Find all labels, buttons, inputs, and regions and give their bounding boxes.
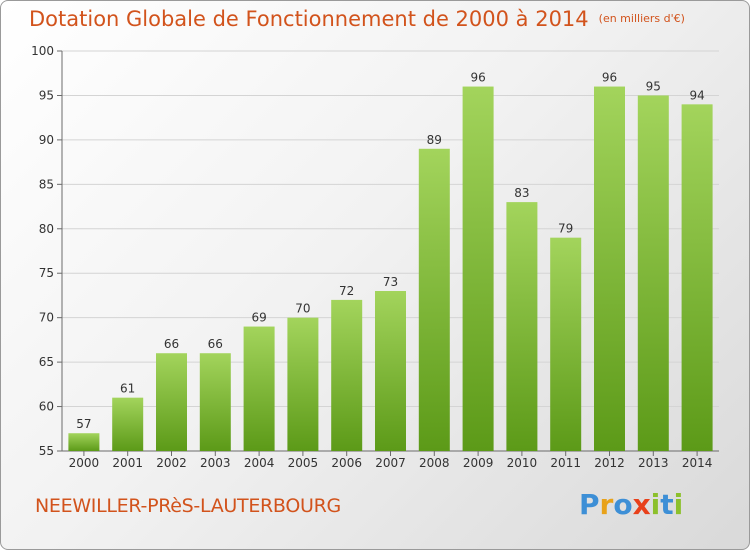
y-tick-label: 100 (31, 44, 54, 58)
bar-2012 (594, 86, 625, 452)
bar-2010 (506, 202, 538, 451)
y-tick-label: 85 (39, 177, 54, 191)
data-label: 66 (164, 337, 179, 351)
y-tick-label: 70 (39, 311, 54, 325)
x-tick-label: 2006 (331, 456, 362, 470)
logo-letter: o (613, 488, 633, 521)
bar-2001 (112, 397, 144, 451)
data-label: 95 (646, 79, 661, 93)
x-tick-label: 2011 (550, 456, 581, 470)
data-label: 89 (427, 133, 442, 147)
x-tick-label: 2004 (244, 456, 275, 470)
unit-label: (en milliers d'€) (598, 12, 685, 25)
x-tick-label: 2001 (112, 456, 143, 470)
x-tick-label: 2013 (638, 456, 669, 470)
bar-2004 (243, 326, 275, 451)
bar-2006 (331, 299, 363, 451)
bar-2013 (637, 95, 669, 451)
x-tick-label: 2010 (507, 456, 538, 470)
data-label: 96 (470, 71, 485, 85)
y-tick-label: 80 (39, 222, 54, 236)
logo-letter: i (673, 488, 684, 521)
bar-2003 (199, 353, 231, 451)
data-label: 79 (558, 222, 573, 236)
x-tick-label: 2002 (156, 456, 187, 470)
x-tick-label: 2012 (594, 456, 625, 470)
bar-2007 (375, 291, 406, 451)
x-tick-label: 2008 (419, 456, 450, 470)
bar-2002 (156, 353, 187, 451)
bar-2000 (68, 433, 100, 451)
chart-title: Dotation Globale de Fonctionnement de 20… (29, 7, 685, 31)
logo-letter: x (632, 488, 651, 521)
y-tick-label: 60 (39, 400, 54, 414)
data-label: 57 (76, 417, 91, 431)
logo-letter: P (579, 488, 600, 521)
data-label: 73 (383, 275, 398, 289)
town-name: NEEWILLER-PRèS-LAUTERBOURG (35, 495, 341, 517)
bar-2008 (418, 148, 450, 451)
x-tick-label: 2009 (463, 456, 494, 470)
bar-2011 (550, 237, 582, 451)
x-tick-label: 2003 (200, 456, 231, 470)
data-label: 70 (295, 302, 310, 316)
data-label: 66 (208, 337, 223, 351)
y-tick-label: 55 (39, 444, 54, 458)
y-tick-label: 65 (39, 355, 54, 369)
logo-letter: i (650, 488, 661, 521)
data-label: 69 (251, 311, 266, 325)
bar-2009 (462, 86, 494, 452)
x-tick-label: 2007 (375, 456, 406, 470)
data-label: 61 (120, 382, 135, 396)
y-tick-label: 95 (39, 88, 54, 102)
data-label: 94 (689, 88, 704, 102)
x-tick-label: 2005 (288, 456, 319, 470)
proxiti-logo: Proxiti (579, 488, 683, 521)
y-tick-label: 75 (39, 266, 54, 280)
data-label: 83 (514, 186, 529, 200)
bar-2005 (287, 317, 319, 451)
title-text: Dotation Globale de Fonctionnement de 20… (29, 7, 589, 31)
data-label: 96 (602, 71, 617, 85)
x-tick-label: 2014 (682, 456, 713, 470)
logo-letter: t (660, 488, 674, 521)
y-tick-label: 90 (39, 133, 54, 147)
bar-2014 (681, 104, 713, 451)
data-label: 72 (339, 284, 354, 298)
x-tick-label: 2000 (69, 456, 100, 470)
logo-letter: r (599, 488, 614, 521)
